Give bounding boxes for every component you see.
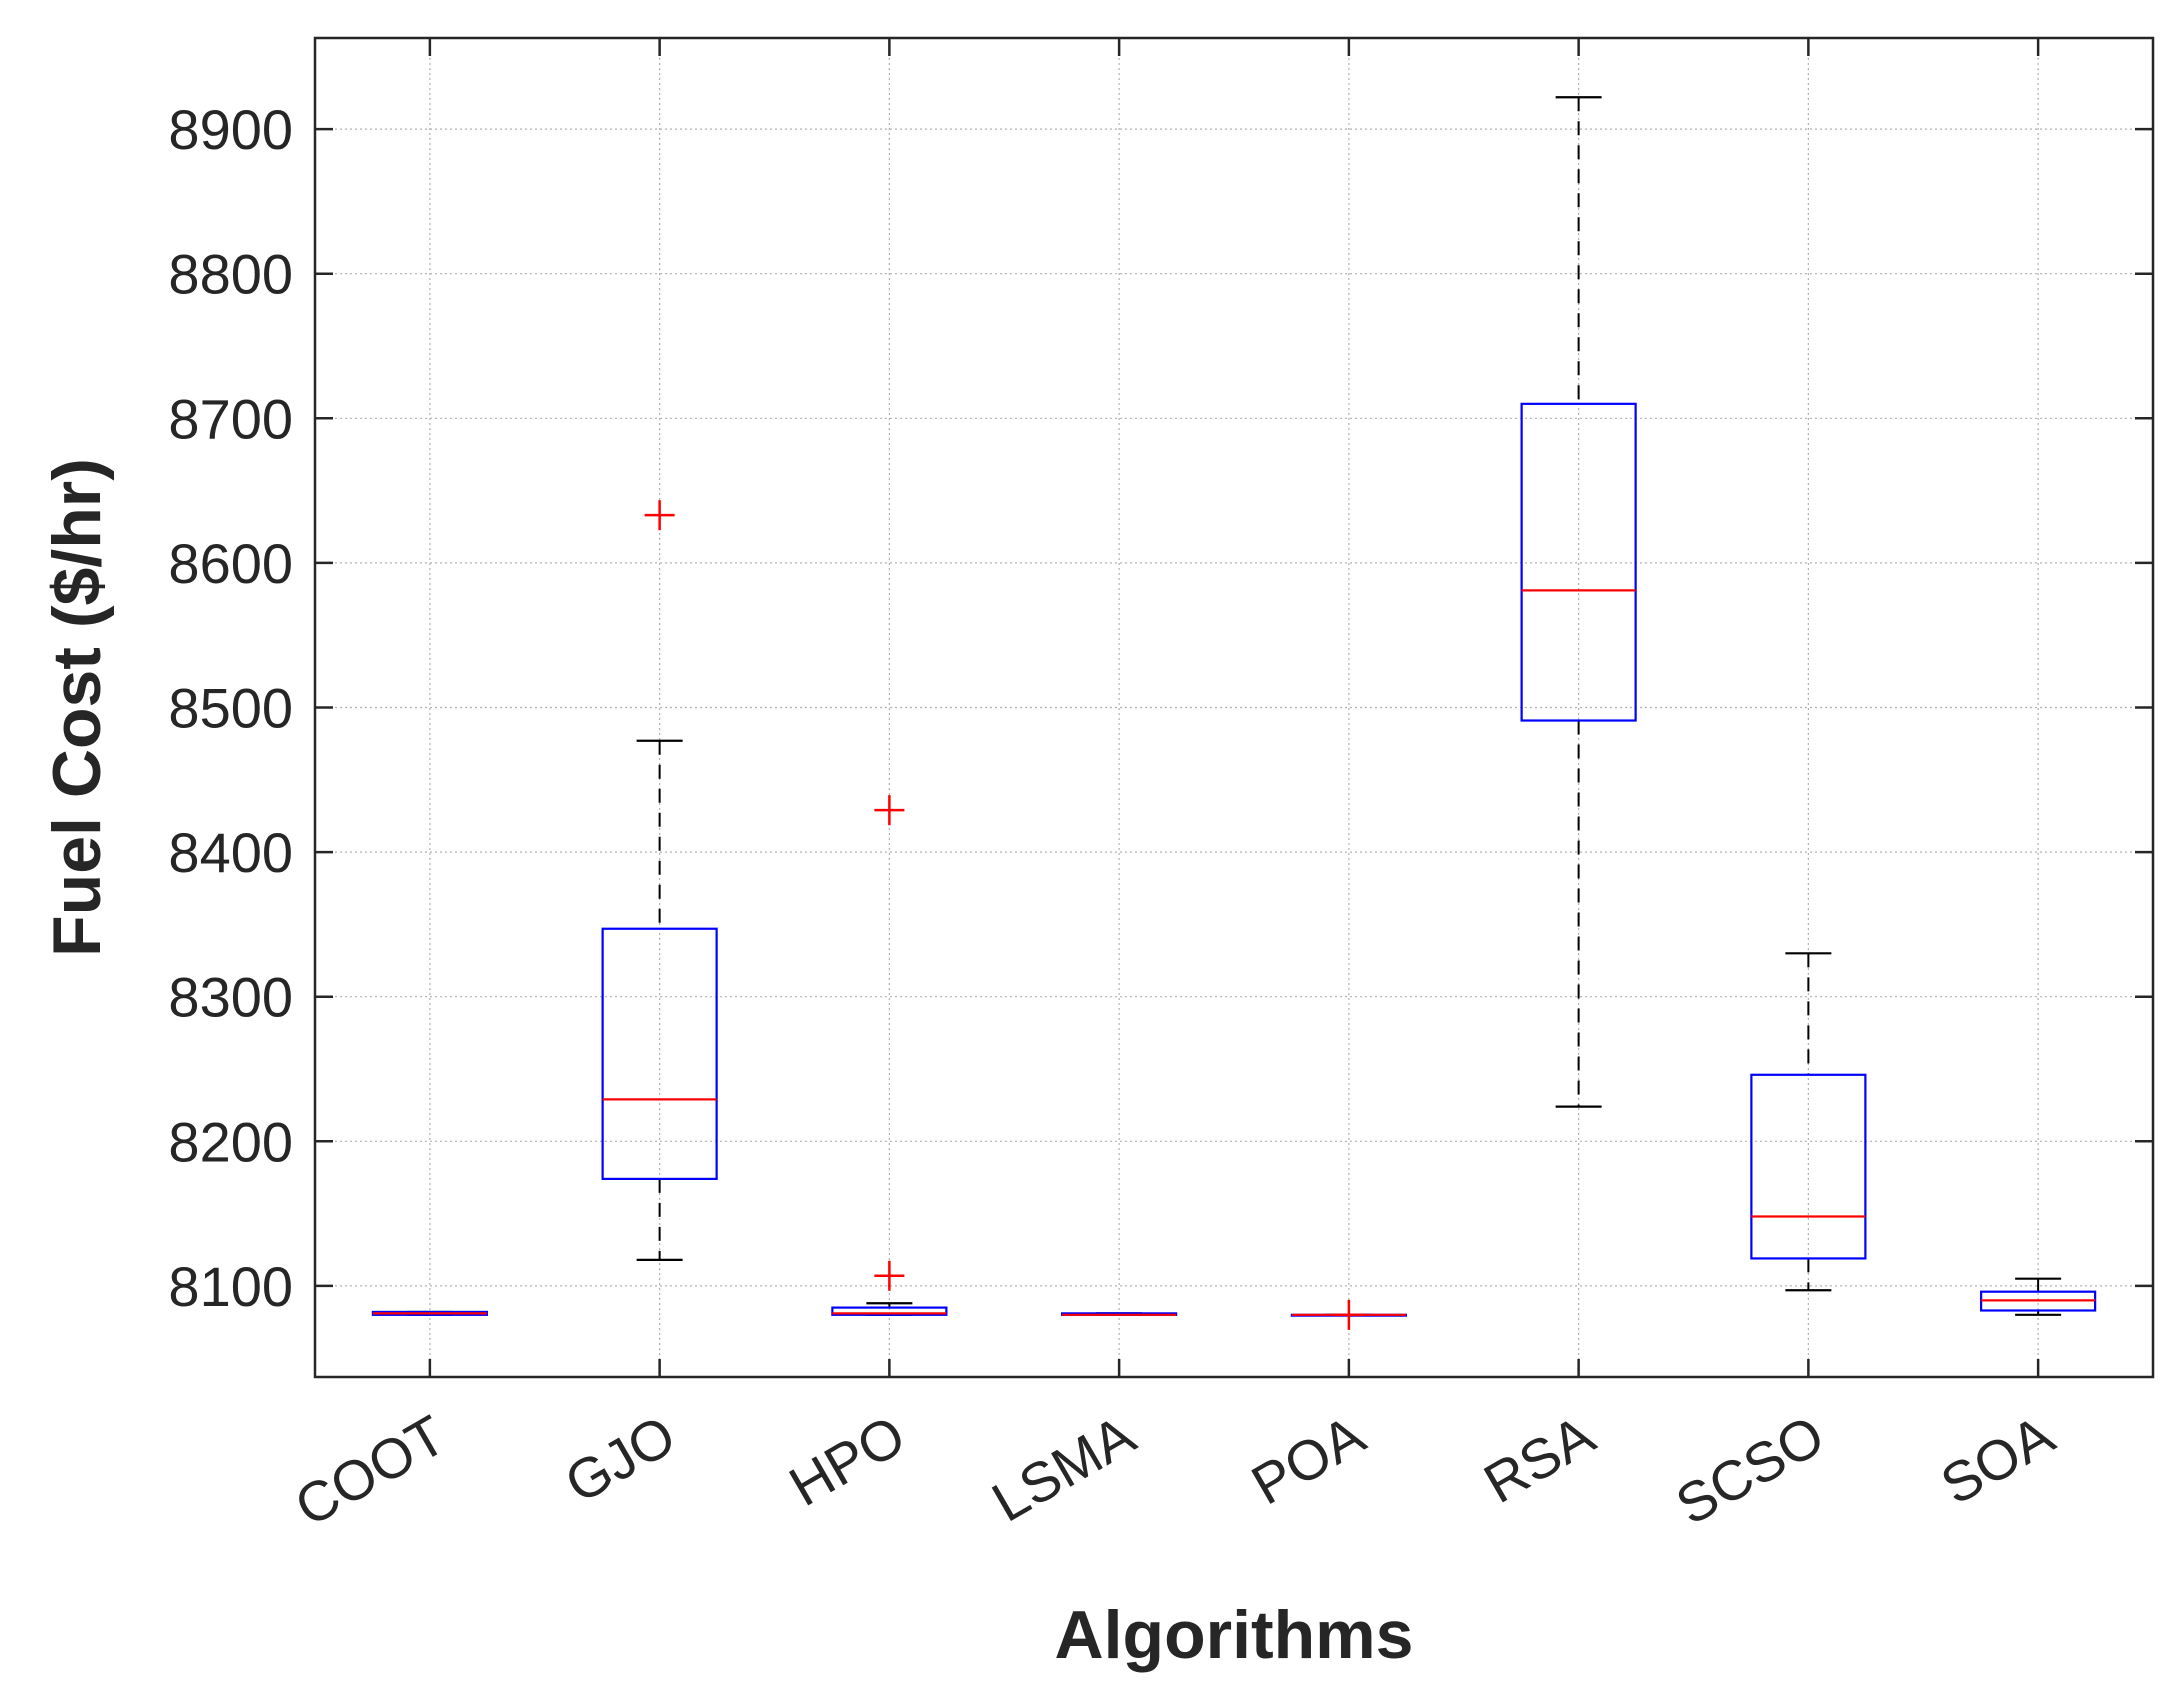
box-poa bbox=[1290, 1299, 1407, 1330]
x-tick-label: HPO bbox=[779, 1403, 916, 1518]
outlier-marker bbox=[1333, 1299, 1364, 1330]
x-tick-label: GJO bbox=[554, 1403, 685, 1515]
iqr-box bbox=[601, 927, 718, 1180]
box-lsma bbox=[1061, 1312, 1178, 1316]
x-tick-label: COOT bbox=[284, 1403, 456, 1538]
iqr-box bbox=[831, 1306, 948, 1316]
outlier-marker bbox=[874, 795, 905, 826]
box-rsa bbox=[1520, 96, 1637, 1108]
y-axis-title: Fuel Cost ($/hr) bbox=[39, 458, 115, 957]
x-tick-label: SCSO bbox=[1665, 1403, 1834, 1537]
iqr-box bbox=[1520, 402, 1637, 722]
y-tick-label: 8100 bbox=[168, 1255, 293, 1318]
box-plot-marks bbox=[371, 96, 2097, 1330]
x-tick-label: LSMA bbox=[982, 1403, 1146, 1534]
y-tick-label: 8900 bbox=[168, 98, 293, 161]
box-gjo bbox=[601, 500, 718, 1261]
x-tick-label: POA bbox=[1241, 1403, 1375, 1517]
iqr-box bbox=[1750, 1073, 1867, 1260]
y-tick-label: 8700 bbox=[168, 387, 293, 450]
box-hpo bbox=[831, 795, 948, 1316]
outlier-marker bbox=[874, 1260, 905, 1291]
y-tick-label: 8600 bbox=[168, 532, 293, 595]
box-coot bbox=[371, 1310, 488, 1316]
y-tick-label: 8300 bbox=[168, 966, 293, 1029]
x-tick-label: SOA bbox=[1930, 1403, 2064, 1517]
box-soa bbox=[1980, 1277, 2097, 1316]
box-scso bbox=[1750, 952, 1867, 1292]
x-tick-label: RSA bbox=[1473, 1403, 1605, 1515]
y-tick-label: 8800 bbox=[168, 243, 293, 306]
y-tick-label: 8500 bbox=[168, 677, 293, 740]
outlier-marker bbox=[644, 500, 675, 531]
grid-lines bbox=[315, 38, 2153, 1377]
y-tick-label: 8400 bbox=[168, 821, 293, 884]
y-tick-label: 8200 bbox=[168, 1110, 293, 1173]
x-axis-title: Algorithms bbox=[1055, 1597, 1414, 1673]
